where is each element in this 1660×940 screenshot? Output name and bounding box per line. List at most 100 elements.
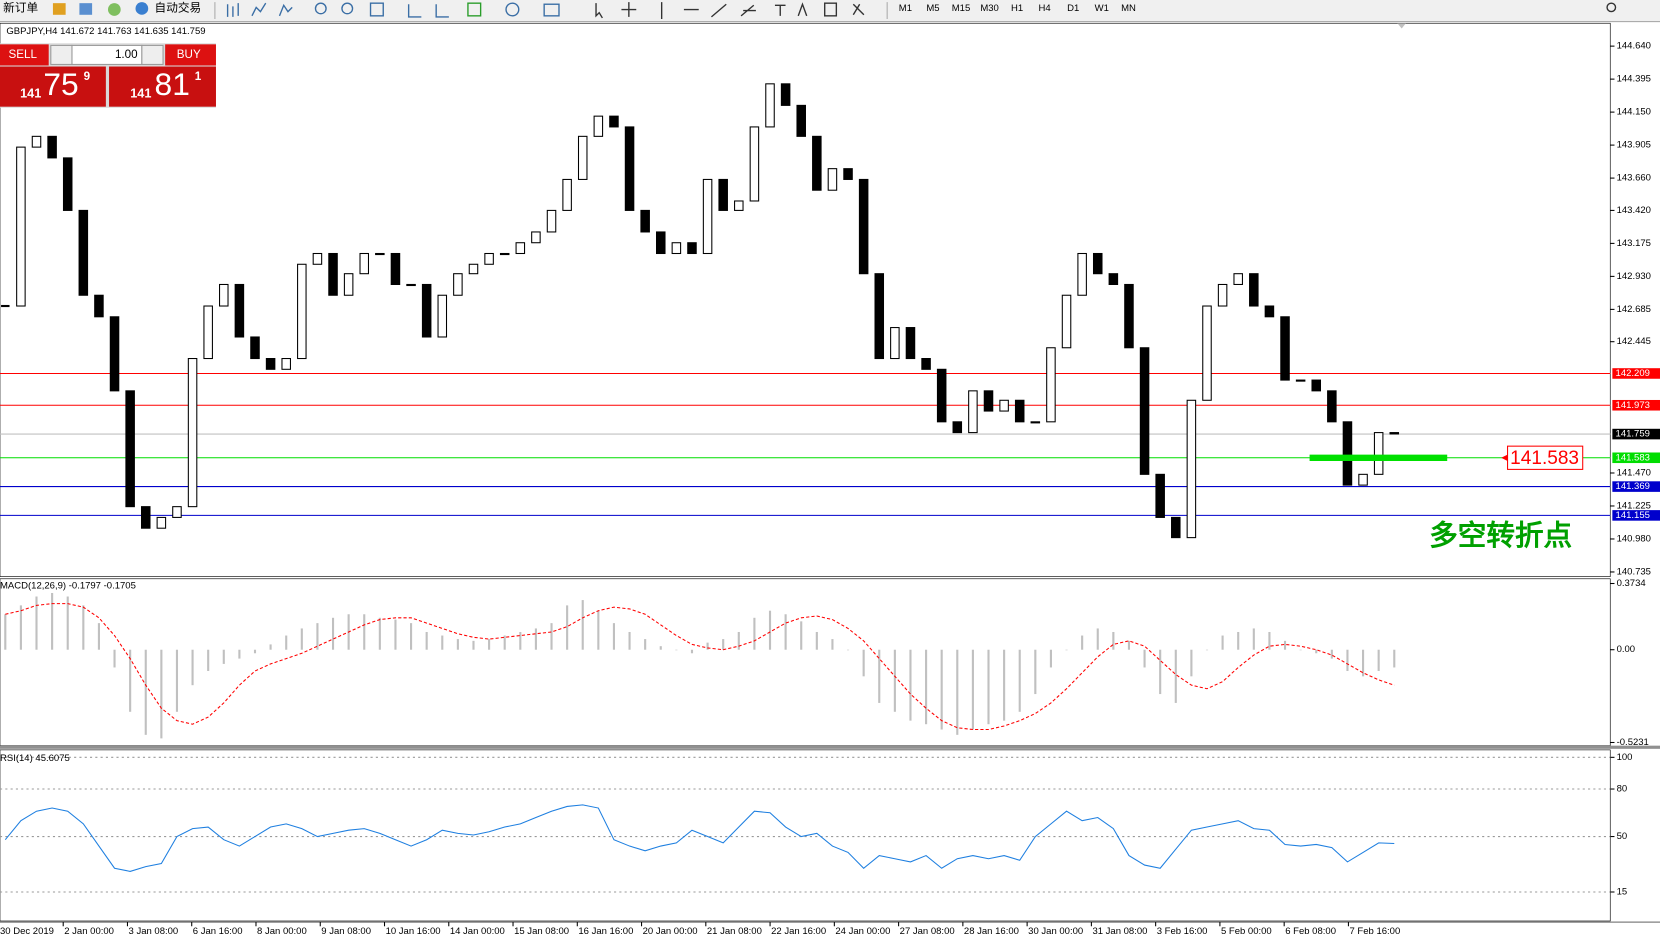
sell-label[interactable]: SELL	[8, 48, 37, 61]
auto-trade-button[interactable]: 自动交易	[155, 1, 202, 15]
candle	[905, 327, 916, 360]
candle	[1139, 347, 1150, 475]
buy-label[interactable]: BUY	[177, 48, 201, 61]
candle	[609, 115, 619, 128]
macd-bar	[1299, 649, 1302, 651]
buy-price-box[interactable]	[109, 66, 216, 107]
macd-bar	[878, 649, 881, 703]
annotation: 多空转折点	[1429, 519, 1572, 552]
icon[interactable]	[660, 2, 727, 20]
candle	[968, 390, 978, 434]
icon[interactable]	[278, 3, 293, 17]
candle	[47, 135, 57, 159]
icon[interactable]	[135, 2, 149, 15]
price-level-tag	[1612, 368, 1660, 379]
candle	[1389, 432, 1400, 435]
candle	[749, 126, 760, 202]
y-tick-label: 143.905	[1617, 140, 1651, 151]
candle	[1217, 283, 1228, 307]
icon[interactable]	[774, 4, 786, 16]
buy-price-fraction: 1	[195, 70, 202, 83]
candle	[31, 135, 42, 148]
y-tick-label: 143.660	[1617, 173, 1651, 184]
x-tick-label: 3 Jan 08:00	[129, 926, 179, 937]
icon[interactable]	[595, 3, 603, 19]
icon[interactable]	[621, 2, 637, 17]
icon[interactable]	[52, 3, 66, 15]
macd-bar	[987, 649, 990, 725]
timeframe-button[interactable]: M1	[899, 3, 912, 14]
candle	[1124, 283, 1134, 349]
timeframe-button[interactable]: H1	[1011, 3, 1023, 14]
candle	[624, 126, 635, 211]
macd-bar	[35, 596, 38, 650]
x-tick-label: 6 Jan 16:00	[193, 926, 243, 937]
macd-bar	[97, 623, 100, 650]
panel-splitter	[0, 745, 1660, 749]
icon[interactable]	[824, 2, 838, 17]
macd-bar	[940, 649, 943, 730]
macd-bar	[534, 628, 537, 650]
candle	[1358, 473, 1368, 486]
candle	[219, 283, 229, 307]
macd-bar	[722, 639, 725, 650]
y-tick-label: 142.930	[1617, 271, 1651, 282]
buy-button[interactable]	[165, 44, 216, 66]
candle	[1171, 516, 1181, 539]
icon[interactable]	[797, 2, 808, 17]
icon[interactable]	[107, 3, 121, 16]
icon[interactable]	[369, 2, 384, 17]
candle	[1155, 473, 1165, 518]
new-order-button[interactable]: 新订单	[3, 1, 38, 15]
timeframe-button[interactable]: M30	[980, 3, 999, 14]
macd-bar	[1346, 649, 1349, 672]
macd-bar	[690, 649, 694, 654]
candle	[312, 252, 323, 265]
candle	[437, 294, 448, 338]
icon[interactable]	[341, 2, 354, 15]
macd-bar	[831, 639, 834, 650]
candle	[250, 336, 260, 360]
timeframe-button[interactable]: MN	[1121, 3, 1136, 14]
timeframe-button[interactable]: W1	[1095, 3, 1109, 14]
candle	[1233, 273, 1243, 285]
y-tick-label: 15	[1617, 887, 1628, 898]
search-icon[interactable]	[1606, 2, 1617, 13]
icon[interactable]	[505, 2, 520, 17]
macd-bar	[706, 642, 709, 650]
icon[interactable]	[740, 4, 756, 17]
macd-bar	[175, 649, 179, 712]
icon[interactable]	[435, 4, 449, 18]
icon[interactable]	[407, 4, 422, 18]
icon[interactable]	[251, 2, 267, 17]
icon[interactable]	[314, 2, 327, 15]
macd-bar	[222, 649, 225, 664]
macd-bar	[1268, 631, 1271, 650]
icon[interactable]	[226, 3, 239, 17]
lot-value[interactable]: 1.00	[115, 48, 138, 61]
macd-bar	[1330, 649, 1333, 659]
candle	[858, 178, 869, 275]
icon[interactable]	[79, 3, 93, 15]
y-tick-label: 142.445	[1617, 336, 1651, 347]
timeframe-button[interactable]: H4	[1039, 3, 1051, 14]
icon[interactable]	[467, 2, 482, 17]
price-level-label: 141.369	[1616, 481, 1650, 492]
sell-price-box[interactable]	[0, 66, 106, 107]
lot-down[interactable]	[50, 44, 73, 65]
macd-bar	[425, 631, 428, 650]
candle	[874, 273, 885, 360]
timeframe-button[interactable]: M5	[926, 3, 939, 14]
candle	[94, 294, 104, 318]
timeframe-button[interactable]: M15	[952, 3, 971, 14]
macd-bar	[659, 646, 662, 650]
one-click-trade: SELL 1.00 BUY 141 75 9 141 81 1	[0, 43, 216, 108]
lot-up[interactable]	[141, 44, 164, 65]
timeframe-button[interactable]: D1	[1067, 3, 1079, 14]
icon[interactable]	[543, 3, 560, 17]
icon[interactable]	[852, 3, 865, 16]
sell-button[interactable]	[0, 44, 49, 66]
x-tick-label: 27 Jan 08:00	[900, 926, 955, 937]
macd-bar	[1049, 649, 1052, 668]
candle	[1373, 432, 1384, 475]
